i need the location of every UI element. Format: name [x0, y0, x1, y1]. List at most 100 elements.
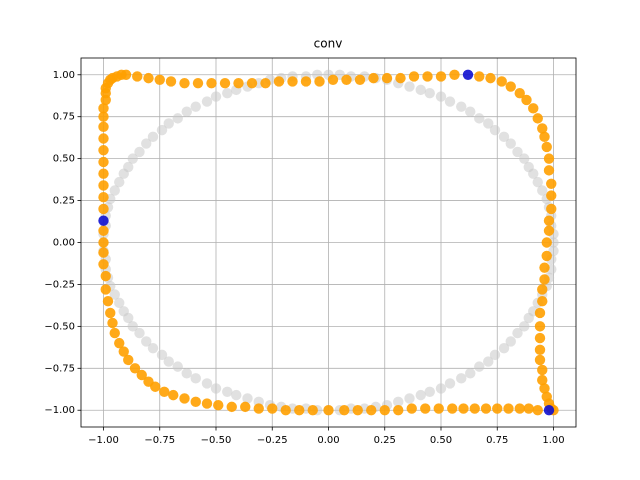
point: [109, 327, 120, 339]
point: [141, 138, 152, 149]
point: [449, 69, 460, 80]
point: [447, 403, 458, 414]
point: [327, 74, 339, 86]
point: [534, 344, 546, 356]
point: [415, 389, 426, 401]
point: [404, 81, 415, 92]
point: [534, 307, 546, 319]
point: [505, 81, 516, 92]
point: [462, 69, 474, 80]
point: [474, 361, 485, 372]
point: [123, 312, 134, 324]
point: [179, 77, 190, 89]
point: [98, 259, 109, 270]
point: [489, 349, 501, 361]
point: [341, 74, 352, 86]
point: [98, 247, 109, 258]
point: [109, 185, 120, 196]
point: [546, 190, 557, 201]
point: [168, 389, 179, 401]
point: [98, 225, 109, 236]
point: [424, 88, 435, 99]
point: [141, 336, 152, 347]
point: [492, 403, 503, 414]
point: [165, 76, 177, 87]
point: [231, 389, 242, 401]
point: [118, 346, 129, 357]
point: [98, 215, 109, 226]
y-tick-label: −0.75: [44, 363, 75, 374]
point: [543, 215, 555, 226]
point: [294, 405, 305, 416]
point: [433, 403, 444, 414]
point: [485, 72, 496, 84]
x-tick-label: −1.00: [88, 435, 119, 446]
point: [156, 124, 168, 136]
point: [469, 403, 480, 414]
x-tick-label: −0.50: [201, 435, 232, 446]
point: [107, 317, 118, 329]
point: [483, 118, 494, 129]
point: [408, 71, 420, 82]
point: [435, 91, 447, 102]
point: [233, 77, 244, 89]
point: [505, 138, 516, 149]
point: [136, 369, 147, 381]
point: [514, 88, 525, 99]
point: [222, 88, 233, 99]
point: [489, 124, 501, 136]
point: [512, 327, 523, 339]
point: [123, 354, 134, 366]
point: [190, 101, 201, 112]
point: [435, 383, 447, 394]
point: [395, 72, 406, 84]
point: [163, 118, 174, 129]
point: [546, 203, 557, 215]
point: [505, 336, 516, 347]
point: [100, 270, 111, 282]
point: [206, 77, 217, 89]
point: [134, 146, 145, 158]
y-tick-label: −0.50: [44, 321, 75, 332]
point: [129, 363, 141, 374]
point: [127, 153, 138, 164]
y-tick-label: −0.25: [44, 279, 75, 290]
point: [422, 71, 433, 82]
x-tick-label: 0.75: [486, 435, 508, 446]
point: [222, 386, 233, 397]
point: [543, 165, 555, 176]
point: [496, 76, 507, 87]
point: [287, 76, 298, 87]
point: [210, 383, 222, 394]
point: [147, 342, 159, 354]
point: [465, 106, 476, 117]
point: [280, 405, 291, 416]
point: [420, 403, 431, 414]
point: [539, 262, 550, 273]
point: [201, 96, 213, 107]
point: [98, 237, 109, 248]
x-tick-label: 1.00: [542, 435, 564, 446]
point: [521, 94, 532, 106]
point: [192, 77, 204, 89]
point: [253, 403, 264, 414]
point: [498, 342, 510, 354]
point: [98, 145, 109, 156]
point: [242, 393, 253, 404]
point: [260, 77, 271, 89]
point: [213, 399, 224, 411]
point: [519, 153, 530, 164]
point: [190, 373, 201, 384]
point: [159, 386, 170, 397]
point: [267, 403, 278, 414]
point: [98, 133, 109, 144]
point: [393, 396, 404, 408]
point: [537, 374, 548, 386]
point: [534, 354, 546, 366]
point: [201, 398, 213, 409]
point: [474, 113, 485, 124]
point: [503, 403, 514, 414]
point: [307, 405, 318, 416]
point: [534, 332, 546, 344]
